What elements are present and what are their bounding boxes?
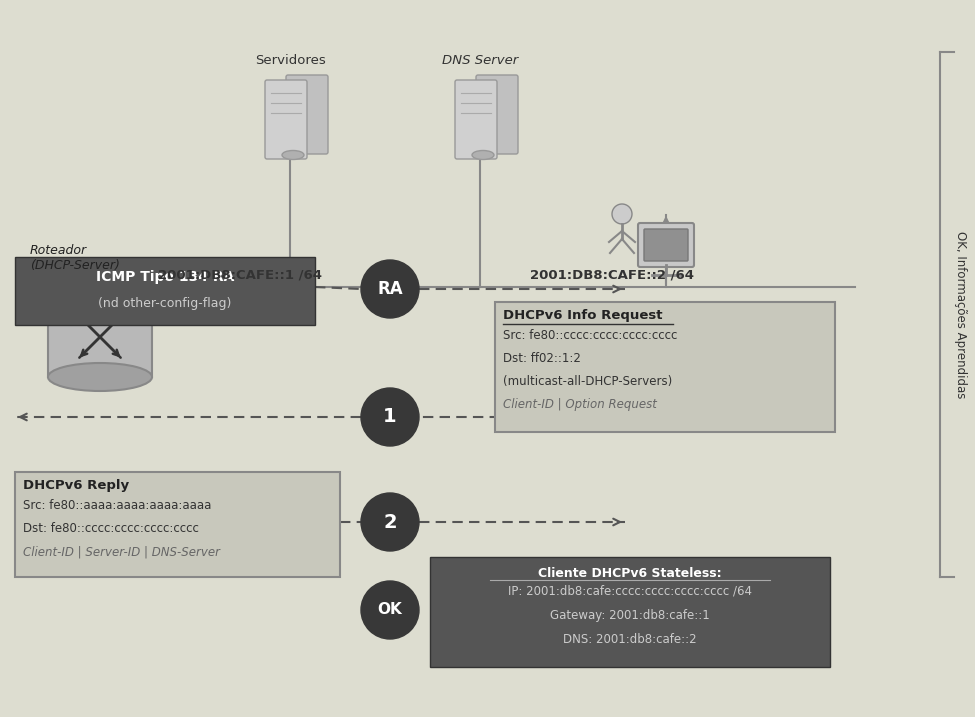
- FancyBboxPatch shape: [430, 557, 830, 667]
- Ellipse shape: [282, 151, 304, 159]
- Circle shape: [612, 204, 632, 224]
- FancyBboxPatch shape: [476, 75, 518, 154]
- Text: IP: 2001:db8:cafe:cccc:cccc:cccc:cccc /64: IP: 2001:db8:cafe:cccc:cccc:cccc:cccc /6…: [508, 585, 752, 598]
- Text: (multicast-all-DHCP-Servers): (multicast-all-DHCP-Servers): [503, 375, 672, 388]
- FancyBboxPatch shape: [638, 223, 694, 267]
- Text: Client-ID | Option Request: Client-ID | Option Request: [503, 398, 657, 411]
- FancyBboxPatch shape: [286, 75, 328, 154]
- Circle shape: [361, 493, 419, 551]
- Text: RA: RA: [377, 280, 403, 298]
- Text: Roteador
(DHCP-Server): Roteador (DHCP-Server): [30, 244, 120, 272]
- Text: 1: 1: [383, 407, 397, 427]
- Text: Cliente DHCPv6 Stateless:: Cliente DHCPv6 Stateless:: [538, 567, 722, 580]
- Text: (nd other-config-flag): (nd other-config-flag): [98, 297, 232, 310]
- FancyBboxPatch shape: [15, 257, 315, 325]
- Ellipse shape: [48, 363, 152, 391]
- Text: Src: fe80::cccc:cccc:cccc:cccc: Src: fe80::cccc:cccc:cccc:cccc: [503, 329, 678, 342]
- FancyBboxPatch shape: [495, 302, 835, 432]
- Text: OK, Informações Aprendidas: OK, Informações Aprendidas: [954, 232, 966, 399]
- FancyBboxPatch shape: [265, 80, 307, 159]
- Text: Client-ID | Server-ID | DNS-Server: Client-ID | Server-ID | DNS-Server: [23, 545, 220, 558]
- Text: Dst: ff02::1:2: Dst: ff02::1:2: [503, 352, 581, 365]
- Text: Src: fe80::aaaa:aaaa:aaaa:aaaa: Src: fe80::aaaa:aaaa:aaaa:aaaa: [23, 499, 212, 512]
- FancyBboxPatch shape: [48, 297, 152, 377]
- Text: OK: OK: [377, 602, 403, 617]
- Text: Servidores: Servidores: [254, 54, 326, 67]
- Text: 2: 2: [383, 513, 397, 531]
- Ellipse shape: [48, 283, 152, 311]
- FancyBboxPatch shape: [455, 80, 497, 159]
- Ellipse shape: [472, 151, 494, 159]
- Text: DHCPv6 Info Request: DHCPv6 Info Request: [503, 309, 662, 322]
- Text: 2001:DB8:CAFE::1 /64: 2001:DB8:CAFE::1 /64: [158, 269, 322, 282]
- Text: 2001:DB8:CAFE::2 /64: 2001:DB8:CAFE::2 /64: [530, 269, 694, 282]
- Text: DHCPv6 Reply: DHCPv6 Reply: [23, 479, 129, 492]
- Text: Gateway: 2001:db8:cafe::1: Gateway: 2001:db8:cafe::1: [550, 609, 710, 622]
- Text: ICMP Tipo 134 RA: ICMP Tipo 134 RA: [96, 270, 234, 284]
- Circle shape: [361, 581, 419, 639]
- Text: DNS Server: DNS Server: [442, 54, 518, 67]
- Circle shape: [361, 260, 419, 318]
- Text: Dst: fe80::cccc:cccc:cccc:cccc: Dst: fe80::cccc:cccc:cccc:cccc: [23, 522, 199, 535]
- Circle shape: [361, 388, 419, 446]
- FancyBboxPatch shape: [15, 472, 340, 577]
- Text: DNS: 2001:db8:cafe::2: DNS: 2001:db8:cafe::2: [564, 633, 697, 646]
- FancyBboxPatch shape: [644, 229, 688, 261]
